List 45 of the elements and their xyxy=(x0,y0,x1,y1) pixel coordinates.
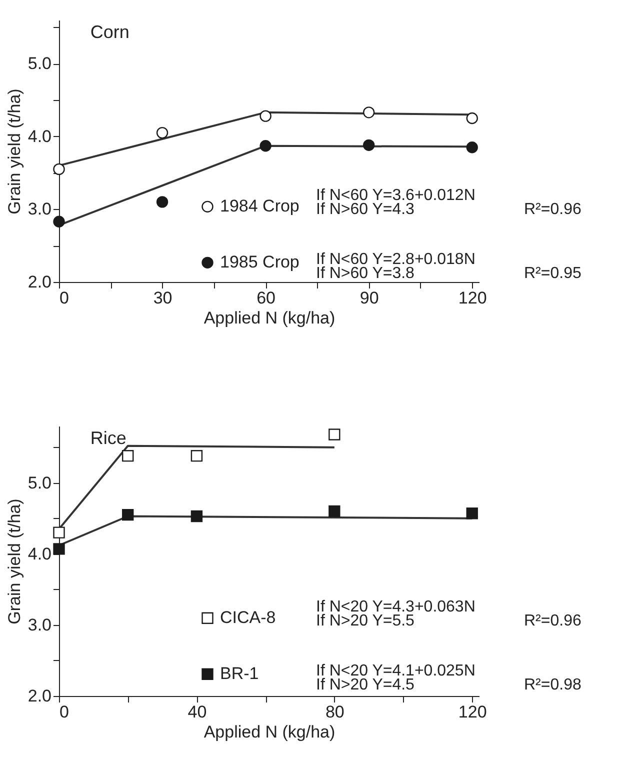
y-tick-label: 4.0 xyxy=(28,126,52,146)
point xyxy=(53,216,65,228)
x-tick-label: 0 xyxy=(60,288,69,308)
annotation: If N>20 Y=4.5 xyxy=(316,676,415,694)
x-tick-label: 30 xyxy=(153,288,172,308)
annotation: If N>60 Y=3.8 xyxy=(316,265,415,282)
text: R²=0.96 xyxy=(524,201,582,218)
legend-label: CICA-8 xyxy=(220,608,276,628)
x-tick-label: 120 xyxy=(458,288,487,308)
point xyxy=(156,126,168,139)
y-axis-title: Grain yield (t/ha) xyxy=(4,88,24,214)
y-axis-title: Grain yield (t/ha) xyxy=(4,498,24,624)
point xyxy=(260,140,272,152)
x-tick-label: 40 xyxy=(188,702,207,722)
chart-title: Rice xyxy=(90,428,126,448)
point xyxy=(466,142,478,154)
x-tick-label: 90 xyxy=(360,288,379,308)
y-tick-label: 4.0 xyxy=(28,544,52,564)
y-tick-label: 3.0 xyxy=(28,200,52,219)
legend-label: BR-1 xyxy=(220,664,259,684)
text: R²=0.98 xyxy=(524,676,582,694)
x-axis-title: Applied N (kg/ha) xyxy=(204,308,336,328)
annotation: If N>20 Y=5.5 xyxy=(316,612,415,630)
point xyxy=(53,163,65,176)
point xyxy=(260,110,272,122)
x-tick-label: 80 xyxy=(325,702,344,722)
y-tick-label: 2.0 xyxy=(28,686,52,706)
annotation: If N>60 Y=4.3 xyxy=(316,201,415,218)
y-tick-label: 3.0 xyxy=(28,615,52,634)
x-tick-label: 60 xyxy=(256,288,276,308)
x-axis-title: Applied N (kg/ha) xyxy=(204,722,336,742)
point xyxy=(156,196,168,208)
y-tick-label: 2.0 xyxy=(28,272,52,292)
x-tick-label: 0 xyxy=(60,702,69,722)
text: R²=0.95 xyxy=(524,265,582,282)
y-tick-label: 5.0 xyxy=(28,473,52,492)
y-tick-label: 5.0 xyxy=(28,54,52,74)
point xyxy=(362,106,375,118)
point xyxy=(362,139,375,152)
chart-title: Corn xyxy=(90,22,130,42)
legend-label: 1985 Crop xyxy=(220,252,300,272)
x-tick-label: 120 xyxy=(458,702,487,722)
point xyxy=(466,112,478,124)
text: R²=0.96 xyxy=(524,612,582,630)
legend-label: 1984 Crop xyxy=(220,196,300,216)
